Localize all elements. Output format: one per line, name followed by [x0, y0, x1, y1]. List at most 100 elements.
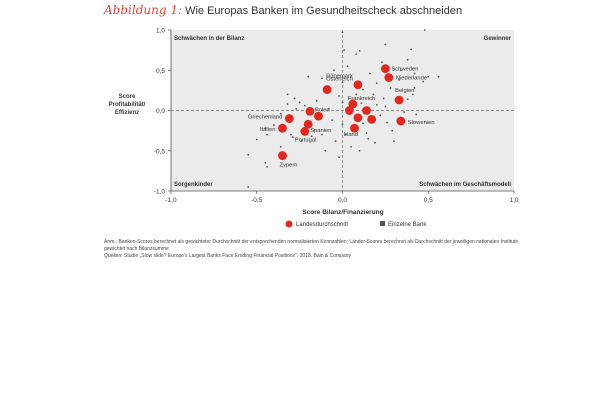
country-point	[367, 114, 377, 124]
x-tick-label: 0,0	[338, 197, 347, 204]
bank-point	[362, 122, 364, 125]
x-axis-label: Score Bilanz/Finanzierung	[302, 209, 383, 216]
country-label: Frankreich	[348, 96, 375, 102]
y-tick-label: 0,0	[156, 108, 165, 115]
country-point	[278, 123, 287, 133]
bank-point	[369, 72, 371, 75]
bank-point	[372, 93, 375, 96]
bank-point	[341, 101, 344, 104]
y-tick-label: 1,0	[156, 28, 165, 35]
bank-point	[338, 156, 340, 159]
bank-point	[341, 31, 344, 34]
bank-point	[307, 75, 310, 78]
bank-point	[279, 112, 282, 115]
country-label: Griechenland	[248, 115, 282, 121]
bank-point	[279, 145, 282, 148]
country-point	[300, 127, 310, 136]
bank-point	[264, 127, 267, 130]
bank-point	[291, 136, 294, 138]
footnote-sources: Quellen: Studie „Slow slide? Europe's La…	[104, 253, 352, 259]
bank-point	[315, 99, 318, 102]
bank-point	[290, 133, 292, 136]
country-label: Spanien	[310, 128, 331, 134]
bank-point	[266, 133, 268, 136]
bank-point	[360, 102, 363, 105]
country-label: Zypern	[279, 163, 297, 169]
bank-point	[427, 75, 430, 78]
bank-point	[375, 82, 378, 85]
country-point	[396, 116, 406, 126]
bank-point	[411, 93, 414, 96]
country-point	[353, 80, 363, 90]
bank-point	[358, 149, 361, 152]
bank-point	[327, 107, 330, 110]
bank-point	[384, 43, 387, 46]
bank-point	[398, 79, 400, 81]
bank-point	[346, 65, 349, 68]
country-point	[344, 106, 354, 115]
bank-point	[355, 93, 358, 96]
bank-point	[384, 105, 387, 108]
x-tick-label: 1,0	[509, 197, 518, 204]
bank-point	[382, 97, 385, 100]
bank-point	[255, 138, 258, 141]
bank-point	[334, 140, 337, 142]
bank-point	[375, 103, 378, 106]
y-tick-label: -1,0	[154, 189, 166, 196]
country-label: Österreich	[326, 76, 353, 83]
bank-point	[358, 50, 361, 52]
country-point	[394, 95, 404, 105]
bank-point	[338, 95, 340, 97]
bank-point	[293, 97, 296, 100]
bank-point	[341, 123, 344, 126]
quadrant-label-top-right: Gewinner	[484, 36, 512, 42]
bank-point	[410, 48, 412, 51]
footnote-annotation: Anm.: Banken-Scores berechnet als gewich…	[104, 239, 520, 252]
quadrant-label-bottom-left: Sorgenkinder	[174, 182, 213, 188]
bank-point	[247, 186, 250, 188]
bank-point	[341, 81, 344, 84]
bank-point	[406, 98, 409, 101]
bank-point	[295, 107, 298, 110]
bank-point	[343, 49, 346, 52]
country-point	[278, 151, 287, 160]
bank-point	[303, 104, 306, 107]
country-label: Niederlande	[396, 75, 427, 81]
country-point	[384, 73, 394, 82]
country-point	[322, 85, 332, 94]
bank-point	[345, 133, 347, 136]
legend-marker-country	[285, 220, 293, 228]
legend-label-country: Landesdurchschnitt	[296, 222, 348, 228]
bank-point	[379, 114, 382, 117]
legend-marker-bank	[380, 221, 385, 226]
country-label: Irland	[344, 132, 359, 138]
y-axis-label: Score Profitabilität/ Effizienz	[108, 94, 146, 116]
bank-point	[273, 124, 275, 126]
country-point	[348, 99, 358, 109]
bank-point	[286, 103, 289, 105]
bank-point	[266, 165, 268, 168]
country-label: Slowenien	[408, 120, 435, 126]
quadrant-label-top-left: Schwächen in der Bilanz	[174, 36, 244, 42]
bank-point	[300, 140, 303, 142]
bank-point	[374, 141, 376, 144]
country-label: Belgien	[395, 88, 414, 94]
bank-point	[324, 149, 327, 152]
country-label: Portugal	[295, 137, 317, 143]
country-point	[305, 106, 315, 116]
bank-point	[362, 88, 364, 91]
bank-point	[247, 153, 250, 156]
bank-point	[310, 135, 313, 138]
figure-title: Abbildung 1: Wie Europas Banken im Gesun…	[104, 3, 462, 17]
bank-point	[403, 111, 406, 114]
bank-point	[367, 137, 370, 140]
country-point	[380, 64, 390, 74]
bank-point	[389, 87, 392, 89]
country-point	[350, 123, 359, 133]
x-tick-label: -0,5	[251, 197, 263, 204]
figure-label: Abbildung 1:	[104, 3, 183, 17]
country-point	[353, 113, 363, 123]
bank-point	[286, 93, 289, 96]
figure-title-text: Wie Europas Banken im Gesundheitscheck a…	[185, 5, 463, 17]
